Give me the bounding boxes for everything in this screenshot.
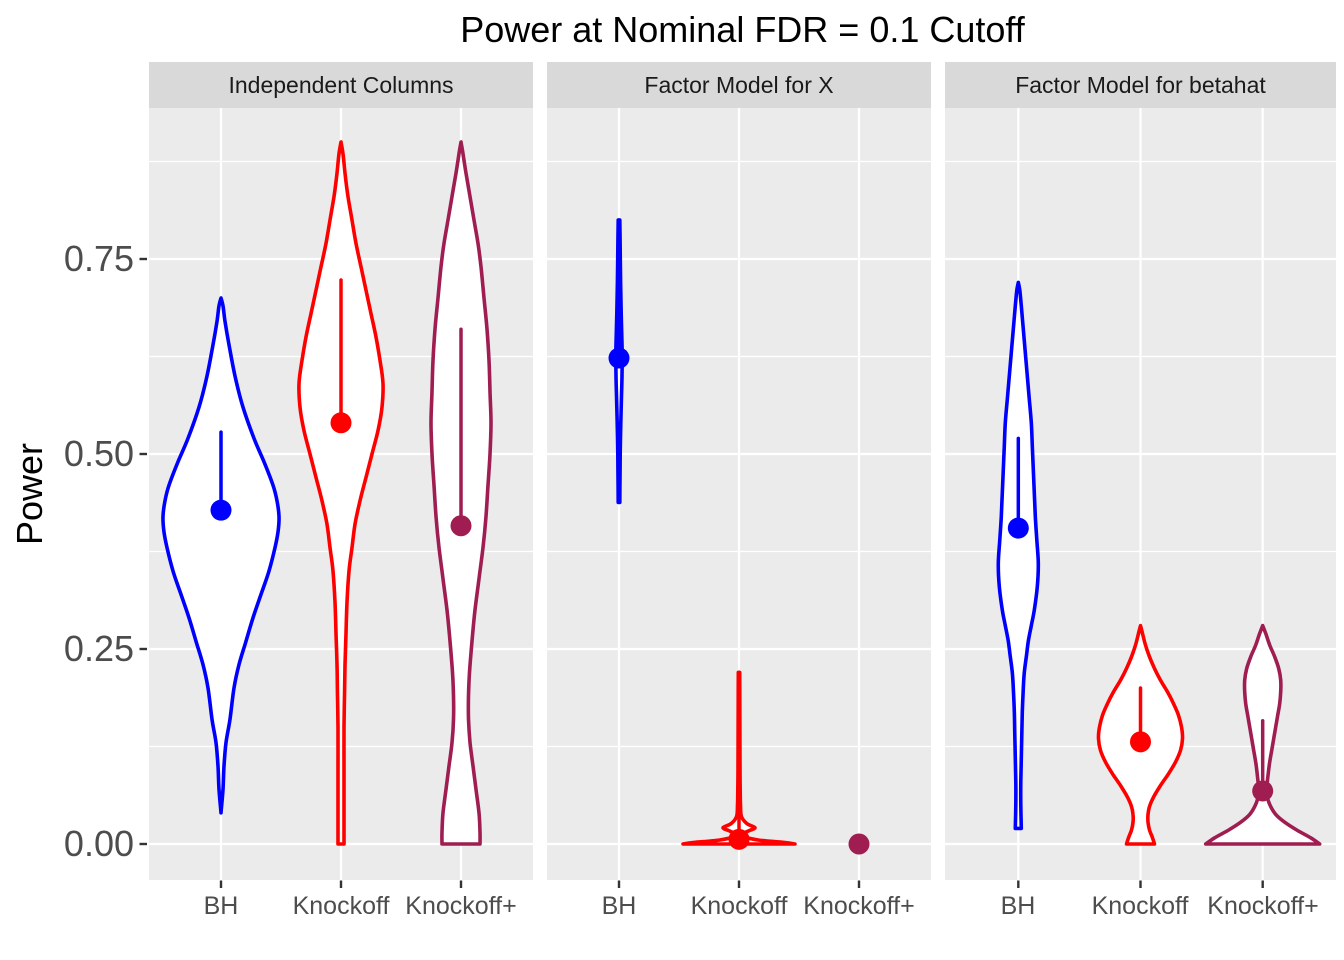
x-label-p3-bh: BH xyxy=(1000,892,1036,920)
mean-point-BH xyxy=(210,499,232,521)
mean-point-Knockoff+ xyxy=(1252,780,1274,802)
x-label-p1-bh: BH xyxy=(203,892,239,920)
mean-point-Knockoff xyxy=(330,412,352,434)
y-tick-label-0.75: 0.75 xyxy=(63,238,134,279)
facet-strip-factor-model-x: Factor Model for X xyxy=(547,62,931,108)
violin-BH xyxy=(161,296,281,815)
mean-point-Knockoff xyxy=(1130,731,1151,753)
x-label-p2-knockoff: Knockoff xyxy=(690,892,788,920)
plot-title: Power at Nominal FDR = 0.1 Cutoff xyxy=(460,9,1025,50)
facet-strip-label: Factor Model for X xyxy=(644,71,834,98)
mean-point-Knockoff+ xyxy=(848,833,870,855)
x-label-p2-bh: BH xyxy=(601,892,637,920)
mean-point-BH xyxy=(1007,517,1029,539)
x-label-p2-knockoff-plus: Knockoff+ xyxy=(803,892,915,920)
y-tick-label-0.25: 0.25 xyxy=(63,628,134,669)
y-tick-label-0.00: 0.00 xyxy=(63,823,134,864)
x-label-p3-knockoff: Knockoff xyxy=(1091,892,1189,920)
facet-strip-label: Independent Columns xyxy=(228,71,454,98)
y-tick-label-0.50: 0.50 xyxy=(63,433,134,474)
violin-BH xyxy=(996,280,1041,831)
x-label-p1-knockoff-plus: Knockoff+ xyxy=(405,892,517,920)
mean-point-Knockoff+ xyxy=(450,515,472,537)
violin-Knockoff xyxy=(297,140,385,846)
mean-point-Knockoff xyxy=(728,828,750,850)
facet-strip-label: Factor Model for betahat xyxy=(1015,71,1266,98)
mean-point-BH xyxy=(608,347,630,369)
x-label-p3-knockoff-plus: Knockoff+ xyxy=(1207,892,1319,920)
facet-strip-independent-columns: Independent Columns xyxy=(149,62,533,108)
facet-strip-factor-model-betahat: Factor Model for betahat xyxy=(945,62,1336,108)
x-label-p1-knockoff: Knockoff xyxy=(292,892,390,920)
